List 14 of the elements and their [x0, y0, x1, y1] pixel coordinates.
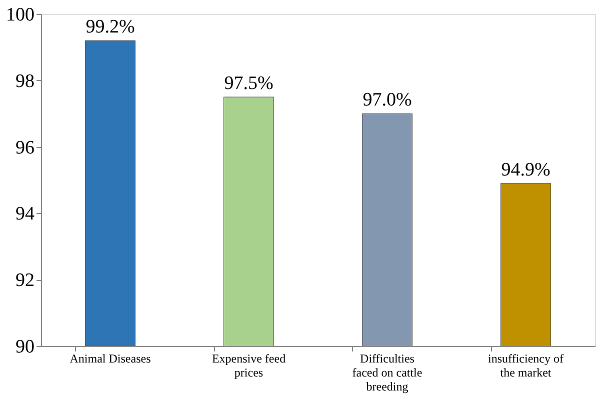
- x-tick-label: Difficulties faced on cattle breeding: [352, 352, 422, 394]
- x-tick-label: insufficiency of the market: [488, 352, 564, 380]
- data-label: 94.9%: [501, 159, 550, 180]
- y-tick-label: 92: [16, 270, 34, 292]
- y-tick-label: 90: [16, 336, 34, 358]
- x-tick-label: Animal Diseases: [70, 352, 152, 366]
- y-tick-label: 98: [16, 70, 34, 92]
- data-label: 97.0%: [362, 90, 412, 111]
- data-label: 99.2%: [86, 16, 135, 38]
- y-tick-label: 96: [16, 137, 34, 158]
- y-tick-label: 94: [16, 204, 35, 225]
- x-tick-label: Expensive feed prices: [212, 352, 286, 380]
- data-label: 97.5%: [224, 73, 274, 94]
- y-tick-label: 100: [6, 4, 34, 26]
